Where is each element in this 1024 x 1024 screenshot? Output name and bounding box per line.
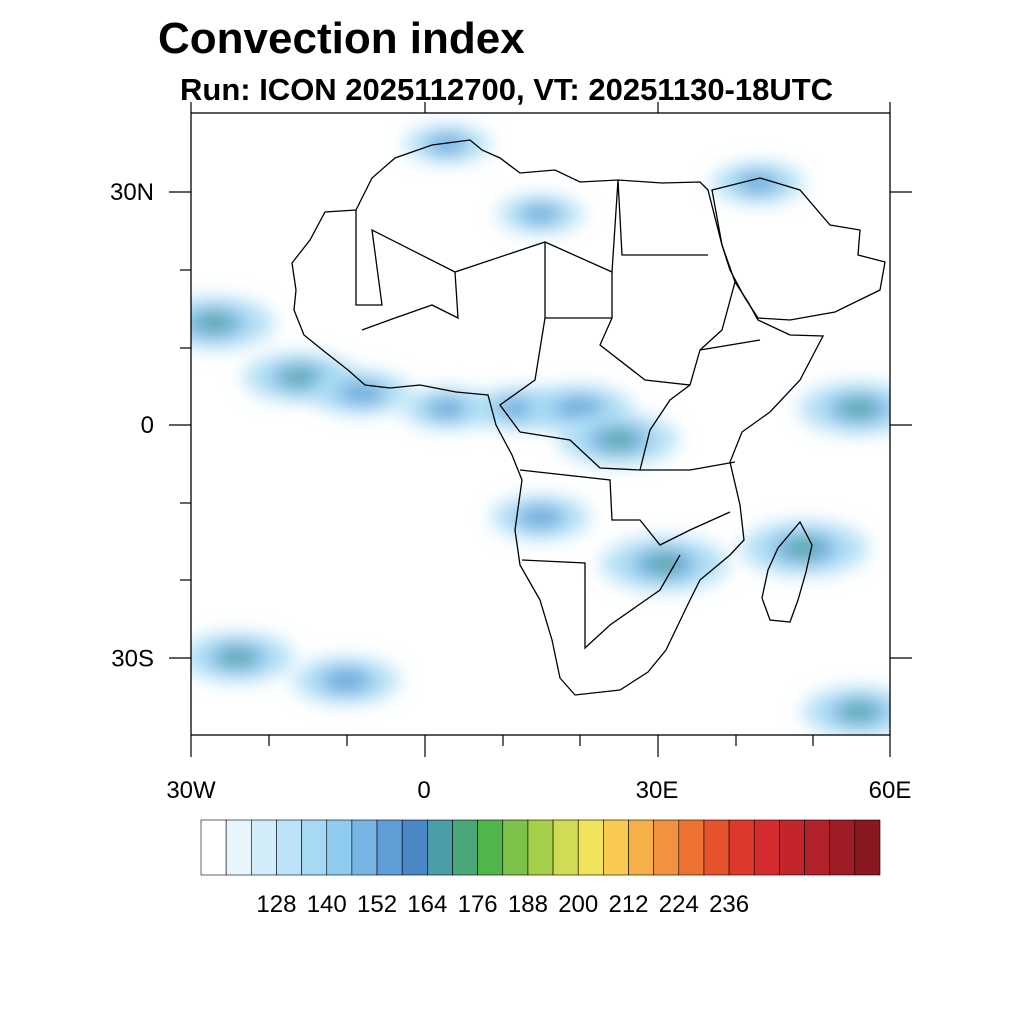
axis-ticks xyxy=(169,102,912,757)
colorbar-tick-label: 224 xyxy=(659,891,699,918)
colorbar-tick-label: 140 xyxy=(307,891,347,918)
colorbar-tick-label: 200 xyxy=(558,891,598,918)
field-blob xyxy=(404,125,490,164)
country-borders xyxy=(355,179,761,650)
colorbar-swatch xyxy=(653,819,680,876)
field-blob xyxy=(191,632,295,682)
colorbar-swatch xyxy=(753,819,780,876)
africa-coastline xyxy=(291,139,825,696)
colorbar-swatch xyxy=(728,819,755,876)
colorbar-swatch xyxy=(703,819,730,876)
colorbar-swatch xyxy=(401,819,428,876)
chart-title: Convection index xyxy=(158,14,525,63)
colorbar-swatch xyxy=(678,819,705,876)
plot-frame xyxy=(190,112,891,736)
arabia-coastline xyxy=(711,177,886,321)
x-axis-labels: 30W 0 30E 60E xyxy=(166,777,911,804)
colorbar-swatch xyxy=(502,819,529,876)
field-blob xyxy=(312,371,412,415)
field-blob xyxy=(558,413,679,466)
colorbar-tick-label: 188 xyxy=(508,891,548,918)
field-blob xyxy=(491,495,590,540)
field-blob xyxy=(741,521,869,576)
colorbar-swatch xyxy=(628,819,654,876)
field-blob xyxy=(401,388,494,429)
colorbar-swatch xyxy=(250,819,277,876)
convection-field xyxy=(191,125,890,735)
colorbar-swatch xyxy=(276,819,302,876)
colorbar-swatch xyxy=(351,819,378,876)
colorbar-swatch xyxy=(804,819,831,876)
field-blob xyxy=(191,296,275,349)
colorbar-swatch xyxy=(376,819,403,876)
coastlines xyxy=(291,139,886,696)
colorbar-swatch xyxy=(829,819,856,876)
field-blob xyxy=(798,382,890,435)
field-blob xyxy=(711,162,804,204)
x-tick-label: 0 xyxy=(417,777,430,804)
colorbar-tick-label: 128 xyxy=(256,891,296,918)
field-blob xyxy=(498,195,583,234)
y-axis-labels: 30N 0 30S xyxy=(110,179,154,673)
colorbar-swatch xyxy=(577,819,604,876)
colorbar-tick-label: 152 xyxy=(357,891,397,918)
colorbar-swatch xyxy=(427,819,453,876)
colorbar-swatch xyxy=(452,819,478,876)
field-blob xyxy=(293,657,400,704)
colorbar-swatch xyxy=(225,819,252,876)
colorbar-swatch xyxy=(527,819,554,876)
colorbar-swatch xyxy=(477,819,504,876)
y-tick-label: 0 xyxy=(141,412,154,439)
colorbar-swatch xyxy=(301,819,328,876)
x-tick-label: 30W xyxy=(166,777,216,804)
field-blob xyxy=(802,687,890,735)
x-tick-label: 30E xyxy=(636,777,679,804)
field-blob xyxy=(601,536,729,592)
chart-subtitle: Run: ICON 2025112700, VT: 20251130-18UTC xyxy=(180,72,834,107)
x-tick-label: 60E xyxy=(869,777,912,804)
colorbar-tick-label: 212 xyxy=(608,891,648,918)
colorbar-tick-label: 176 xyxy=(458,891,498,918)
colorbar-tick-label: 236 xyxy=(709,891,749,918)
y-tick-label: 30S xyxy=(111,645,154,672)
colorbar-swatch xyxy=(603,819,629,876)
y-tick-label: 30N xyxy=(110,179,154,206)
colorbar-swatch xyxy=(326,819,353,876)
colorbar-swatch xyxy=(552,819,579,876)
colorbar-swatch xyxy=(854,819,881,876)
madagascar-coastline xyxy=(761,520,813,623)
colorbar-tick-label: 164 xyxy=(407,891,447,918)
colorbar-swatch xyxy=(779,819,805,876)
colorbar-swatch xyxy=(200,819,227,876)
colorbar xyxy=(200,819,881,876)
colorbar-labels: 128 140 152 164 176 188 200 212 224 236 xyxy=(256,891,749,918)
